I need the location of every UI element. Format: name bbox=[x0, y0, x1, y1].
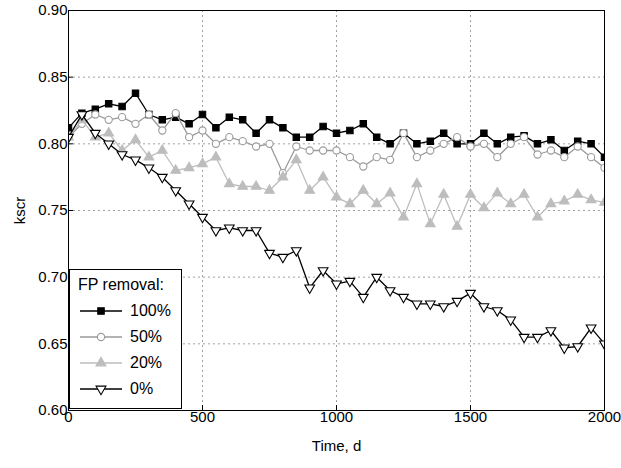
html-text:50%: 50% bbox=[130, 328, 162, 345]
svg-text:500: 500 bbox=[190, 408, 215, 425]
svg-text:Time, d: Time, d bbox=[312, 437, 361, 454]
svg-text:0.80: 0.80 bbox=[38, 135, 67, 152]
svg-text:0.90: 0.90 bbox=[38, 1, 67, 18]
svg-text:1500: 1500 bbox=[454, 408, 487, 425]
html-text:0%: 0% bbox=[130, 380, 154, 397]
svg-text:kscr: kscr bbox=[11, 197, 28, 225]
svg-text:1000: 1000 bbox=[320, 408, 353, 425]
html-text:FP removal:: FP removal: bbox=[78, 276, 164, 293]
html-text:20%: 20% bbox=[130, 354, 162, 371]
svg-text:0.65: 0.65 bbox=[38, 335, 67, 352]
svg-text:0.85: 0.85 bbox=[38, 68, 67, 85]
svg-text:0.70: 0.70 bbox=[38, 268, 67, 285]
html-text:100%: 100% bbox=[130, 302, 171, 319]
svg-text:0.60: 0.60 bbox=[38, 401, 67, 418]
svg-text:0: 0 bbox=[64, 408, 73, 426]
svg-text:0.75: 0.75 bbox=[38, 201, 67, 218]
svg-text:2000: 2000 bbox=[588, 408, 621, 425]
